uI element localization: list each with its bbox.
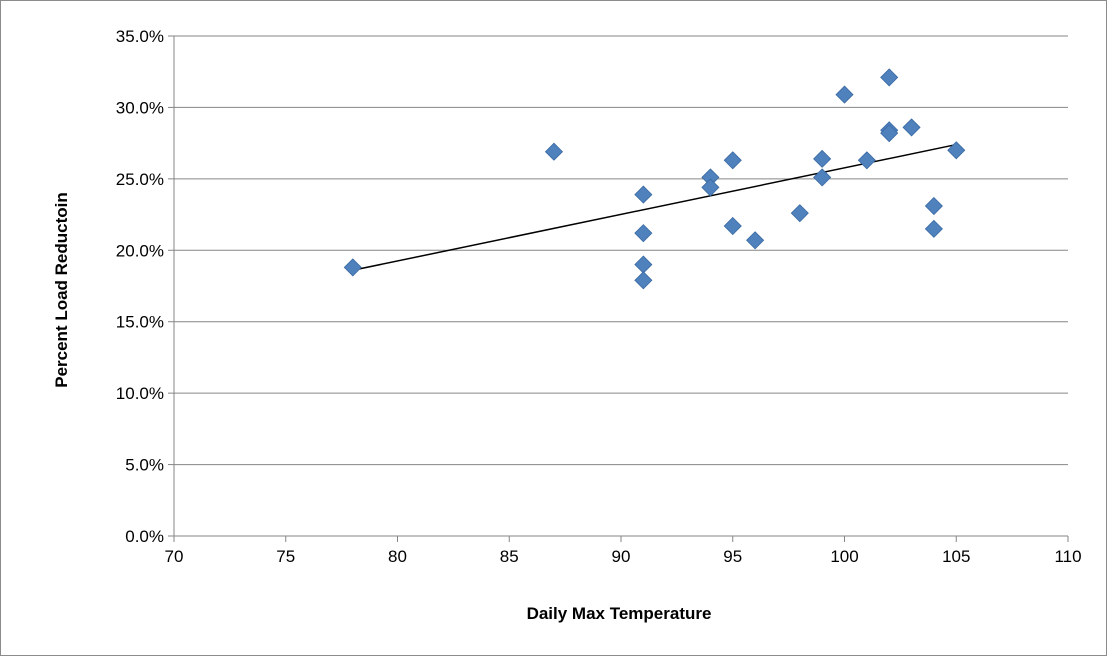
x-tick-label: 100 <box>830 547 858 566</box>
data-point <box>880 124 899 143</box>
x-axis-title: Daily Max Temperature <box>527 604 712 623</box>
data-point <box>634 185 653 204</box>
x-tick-label: 70 <box>165 547 184 566</box>
y-tick-label: 20.0% <box>116 241 164 260</box>
data-point <box>634 224 653 243</box>
x-tick-label: 105 <box>942 547 970 566</box>
y-tick-label: 35.0% <box>116 27 164 46</box>
x-tick-label: 95 <box>723 547 742 566</box>
data-point <box>544 142 564 161</box>
trendline <box>352 143 957 272</box>
data-point <box>835 85 854 104</box>
data-point <box>634 255 653 274</box>
data-point <box>746 231 765 250</box>
x-tick-label: 75 <box>276 547 295 566</box>
data-point <box>701 178 720 197</box>
data-point <box>813 149 832 168</box>
data-point <box>723 216 742 236</box>
y-tick-label: 10.0% <box>116 384 164 403</box>
data-point <box>634 271 653 290</box>
y-tick-label: 0.0% <box>125 527 164 546</box>
data-point <box>813 168 832 187</box>
y-tick-label: 30.0% <box>116 98 164 117</box>
y-axis-tick-labels: 0.0% 5.0% 10.0% 15.0% 20.0% 25.0% 30.0% 35.0% <box>116 27 164 546</box>
data-point <box>924 196 943 216</box>
data-points <box>343 68 966 290</box>
x-tick-label: 110 <box>1054 547 1081 566</box>
data-point <box>880 68 899 87</box>
data-point <box>947 141 966 160</box>
y-tick-label: 5.0% <box>125 456 164 475</box>
x-tick-label: 85 <box>500 547 519 566</box>
axes <box>168 35 1069 542</box>
trendline-layer <box>352 143 957 272</box>
gridlines <box>174 35 1068 466</box>
data-point <box>902 118 921 137</box>
data-point <box>857 151 876 170</box>
x-tick-label: 90 <box>612 547 631 566</box>
data-point <box>790 204 809 223</box>
x-tick-label: 80 <box>388 547 407 566</box>
data-point <box>924 219 943 238</box>
data-point <box>343 258 362 277</box>
y-tick-label: 15.0% <box>116 313 164 332</box>
x-axis-tick-labels: 70 75 80 85 90 95 100 105 110 <box>165 547 1082 566</box>
data-point <box>723 151 742 170</box>
y-tick-label: 25.0% <box>116 170 164 189</box>
y-axis-title: Percent Load Reductoin <box>52 192 71 388</box>
